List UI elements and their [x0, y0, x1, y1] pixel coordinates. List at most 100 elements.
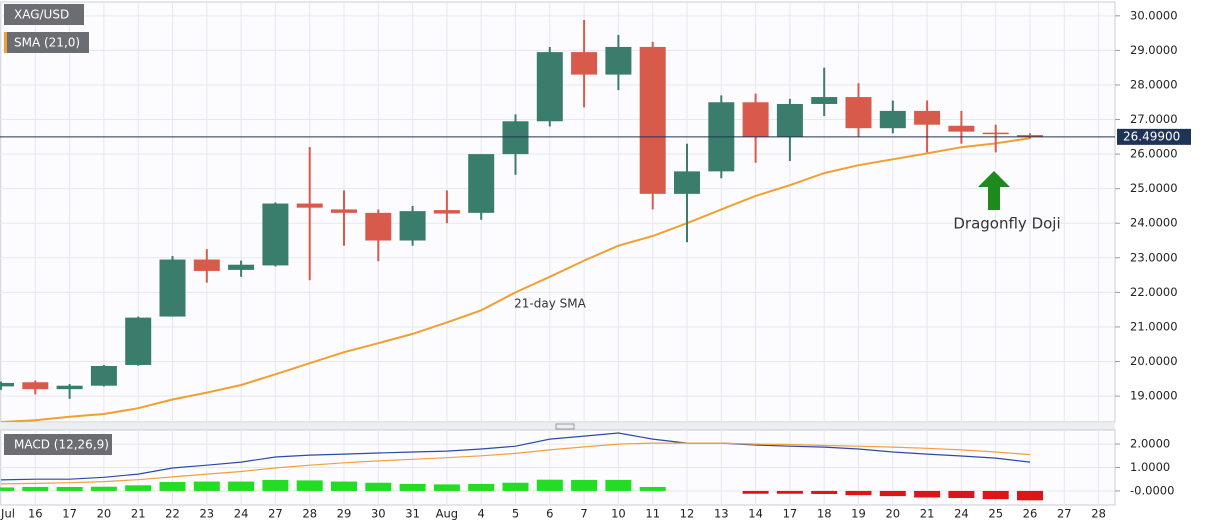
- histogram-bar: [879, 490, 906, 497]
- x-tick-label: 27: [268, 507, 283, 521]
- y-tick-label: 22.0000: [1130, 285, 1178, 299]
- candle-body: [0, 382, 14, 387]
- y-tick-label: 30.0000: [1130, 8, 1178, 22]
- histogram-bar: [90, 486, 117, 491]
- x-tick-label: 17: [62, 507, 77, 521]
- x-tick-label: 6: [546, 507, 553, 521]
- candle-body: [296, 203, 323, 208]
- x-tick-label: 16: [28, 507, 43, 521]
- macd-line: [0, 442, 1031, 485]
- x-tick-label: 7: [580, 507, 587, 521]
- candle-body: [639, 46, 666, 194]
- candle-body: [399, 211, 426, 241]
- candle-body: [605, 46, 632, 75]
- x-tick-label: Jul: [0, 507, 15, 521]
- histogram-bar: [914, 490, 941, 498]
- candle-body: [1017, 135, 1043, 137]
- sma-legend-swatch: [4, 32, 7, 53]
- macd-legend-box[interactable]: [4, 434, 112, 455]
- candle-body: [193, 259, 220, 271]
- candle-body: [125, 317, 152, 365]
- histogram-bar: [571, 479, 598, 491]
- panel-separator[interactable]: [0, 423, 1115, 430]
- histogram-bar: [433, 484, 460, 491]
- histogram-bar: [982, 490, 1009, 500]
- y-tick-label: 27.0000: [1130, 112, 1178, 126]
- histogram-bar: [468, 483, 495, 491]
- histogram-bar: [399, 483, 426, 491]
- candle-body: [674, 171, 700, 194]
- x-tick-label: 19: [851, 507, 866, 521]
- y-tick-label: 20.0000: [1130, 354, 1178, 368]
- histogram-bar: [331, 481, 357, 491]
- x-tick-label: 4: [478, 507, 485, 521]
- histogram-bar: [845, 490, 872, 496]
- x-tick-label: 10: [611, 507, 626, 521]
- histogram-bar: [1017, 490, 1043, 501]
- x-tick-label: 28: [1091, 507, 1106, 521]
- last-price-box: [1117, 128, 1191, 145]
- candle-body: [56, 385, 83, 390]
- histogram-bar: [742, 490, 769, 494]
- x-tick-label: 22: [165, 507, 180, 521]
- candle-body: [776, 103, 803, 137]
- histogram-bar: [193, 481, 220, 491]
- histogram-bar: [22, 486, 49, 491]
- candle-body: [982, 132, 1009, 135]
- x-tick-label: 28: [302, 507, 317, 521]
- histogram-bar: [125, 485, 152, 491]
- histogram-bar: [262, 479, 289, 491]
- y-tick-label: 29.0000: [1130, 43, 1178, 57]
- x-tick-label: 21: [920, 507, 935, 521]
- y-tick-label: 24.0000: [1130, 216, 1178, 230]
- x-tick-label: 27: [1057, 507, 1072, 521]
- y-tick-label: 1.0000: [1130, 460, 1170, 474]
- candle-body: [948, 125, 975, 132]
- histogram-bar: [948, 490, 975, 498]
- x-tick-label: 23: [199, 507, 214, 521]
- sma-annotation: 21-day SMA: [514, 297, 586, 311]
- y-tick-label: 21.0000: [1130, 319, 1178, 333]
- x-tick-label: 26: [1023, 507, 1038, 521]
- x-tick-label: 11: [645, 507, 660, 521]
- histogram-bar: [296, 480, 323, 491]
- y-tick-label: 19.0000: [1130, 389, 1178, 403]
- candle-body: [90, 366, 117, 386]
- candle-body: [571, 52, 598, 75]
- sma-legend-label[interactable]: SMA (21,0): [14, 36, 80, 50]
- histogram-bar: [605, 479, 632, 491]
- axes: Jul 16 17 20 21 22 23 24 27 28 29 30 31 Aug 4 5 6 7 10 11 12…: [0, 8, 1191, 521]
- candle-body: [433, 210, 460, 214]
- y-tick-label: 26.0000: [1130, 147, 1178, 161]
- histogram-bar: [502, 482, 529, 491]
- symbol-box[interactable]: [4, 4, 84, 25]
- y-tick-label: -0.0000: [1130, 483, 1174, 497]
- histogram-bar: [536, 479, 563, 491]
- histogram-bar: [776, 490, 803, 494]
- macd-line: [0, 432, 1031, 481]
- x-tick-label: 30: [371, 507, 386, 521]
- y-tick-label: 2.0000: [1130, 437, 1170, 451]
- sma-line: [0, 137, 1031, 422]
- symbol-label[interactable]: XAG/USD: [14, 8, 69, 22]
- separator-handle[interactable]: [555, 423, 575, 430]
- candle-body: [742, 102, 769, 137]
- macd-legend-label[interactable]: MACD (12,26,9): [14, 438, 109, 452]
- x-tick-label: 29: [337, 507, 352, 521]
- candle-body: [879, 110, 906, 129]
- sma-legend-box[interactable]: [4, 32, 89, 53]
- candle-body: [228, 264, 255, 270]
- candle-body: [22, 382, 49, 390]
- x-tick-label: 12: [680, 507, 695, 521]
- candle-body: [468, 154, 495, 213]
- candle-body: [331, 209, 357, 213]
- x-tick-label: 25: [988, 507, 1003, 521]
- y-tick-label: 25.0000: [1130, 181, 1178, 195]
- price-plot: [0, 19, 1115, 422]
- histogram-bar: [365, 482, 392, 491]
- histogram-bar: [228, 481, 255, 491]
- x-tick-label: 24: [954, 507, 969, 521]
- histogram-bar: [159, 482, 186, 491]
